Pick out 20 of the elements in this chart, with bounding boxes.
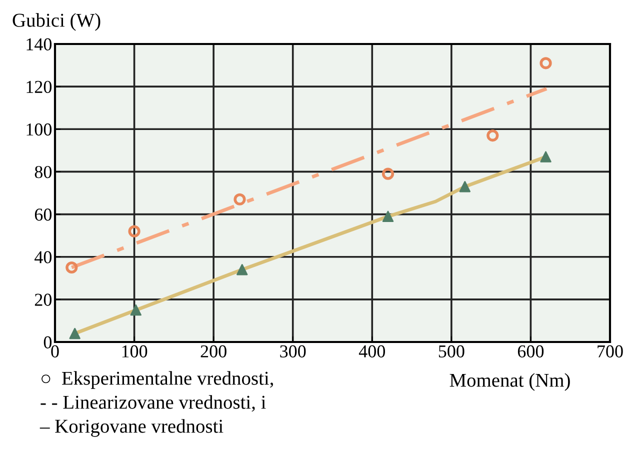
y-tick-label: 0 <box>44 336 52 348</box>
y-tick-label: 120 <box>26 80 52 94</box>
y-tick-label: 20 <box>34 294 52 306</box>
x-tick-label: 600 <box>518 345 544 358</box>
x-tick-label: 300 <box>280 345 306 358</box>
text: – Korigovane vrednosti <box>40 419 224 437</box>
x-axis-title: Momenat (Nm) <box>450 373 570 391</box>
y-tick-label: 40 <box>34 251 52 264</box>
x-tick-label: 100 <box>122 345 148 358</box>
y-tick-label: 140 <box>26 38 52 50</box>
y-tick-label: 100 <box>26 123 52 136</box>
y-tick-label: 60 <box>34 208 52 221</box>
y-tick-label: 80 <box>34 166 52 178</box>
x-tick-label: 500 <box>438 345 464 358</box>
text: - - Linearizovane vrednosti, i <box>40 395 266 412</box>
x-tick-label: 400 <box>358 345 385 358</box>
y-axis-title: Gubici (W) <box>12 13 100 31</box>
x-tick-label: 700 <box>598 345 623 358</box>
text: ○ Eksperimentalne vrednosti, <box>42 371 273 389</box>
x-tick-label: 200 <box>200 345 226 358</box>
